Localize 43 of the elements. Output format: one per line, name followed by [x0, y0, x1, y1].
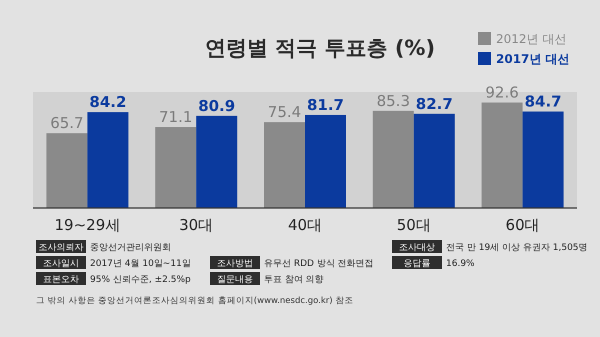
text: 응답률: [404, 259, 430, 269]
text: 그 밖의 사항은 중앙선거여론조사심의위원회 홈페이지(www.nesdc.go.kr) 참조: [36, 296, 354, 306]
bar: [196, 116, 238, 208]
bar: [46, 133, 88, 208]
text: 조사일시: [43, 259, 79, 269]
data-label: 84.7: [524, 92, 562, 111]
data-label: 75.4: [268, 103, 302, 122]
data-label: 80.9: [198, 96, 236, 115]
x-tick-label: 60대: [506, 216, 540, 234]
text: 투표 참여 의향: [264, 275, 324, 285]
bar: [414, 114, 455, 208]
text: 조사의뢰자: [38, 243, 84, 253]
bar: [522, 112, 564, 208]
bar: [482, 102, 523, 208]
text: 표본오차: [43, 275, 79, 285]
data-label: 65.7: [50, 114, 84, 132]
bar: [372, 110, 414, 208]
text: 중앙선거관리위원회: [90, 243, 171, 253]
x-tick-label: 30대: [179, 216, 214, 234]
data-label: 92.6: [485, 84, 519, 102]
data-label: 82.7: [416, 94, 453, 113]
data-label: 81.7: [306, 96, 344, 114]
text: 질문내용: [217, 275, 253, 285]
x-tick-label: 19~29세: [54, 216, 120, 234]
data-label: 85.3: [376, 92, 410, 110]
text: 16.9%: [446, 259, 476, 269]
text: 95% 신뢰수준, ±2.5%p: [90, 275, 191, 285]
text: 전국 만 19세 이상 유권자 1,505명: [446, 243, 588, 253]
data-label: 84.2: [89, 93, 126, 112]
bar: [264, 122, 305, 208]
text: 조사대상: [399, 243, 435, 253]
legend-label: 2017년 대선: [496, 52, 570, 66]
text: 유무선 RDD 방식 전화면접: [264, 259, 374, 269]
chart-title: 연령별 적극 투표층 (%): [204, 36, 436, 60]
x-tick-label: 50대: [396, 216, 431, 234]
text: 2017년 4월 10일~11일: [90, 259, 191, 269]
bar: [305, 114, 346, 208]
x-tick-label: 40대: [288, 216, 322, 234]
legend-label: 2012년 대선: [496, 32, 566, 46]
bar: [87, 112, 128, 208]
bar: [155, 127, 196, 208]
text: 조사방법: [217, 259, 253, 269]
data-label: 71.1: [158, 108, 192, 126]
